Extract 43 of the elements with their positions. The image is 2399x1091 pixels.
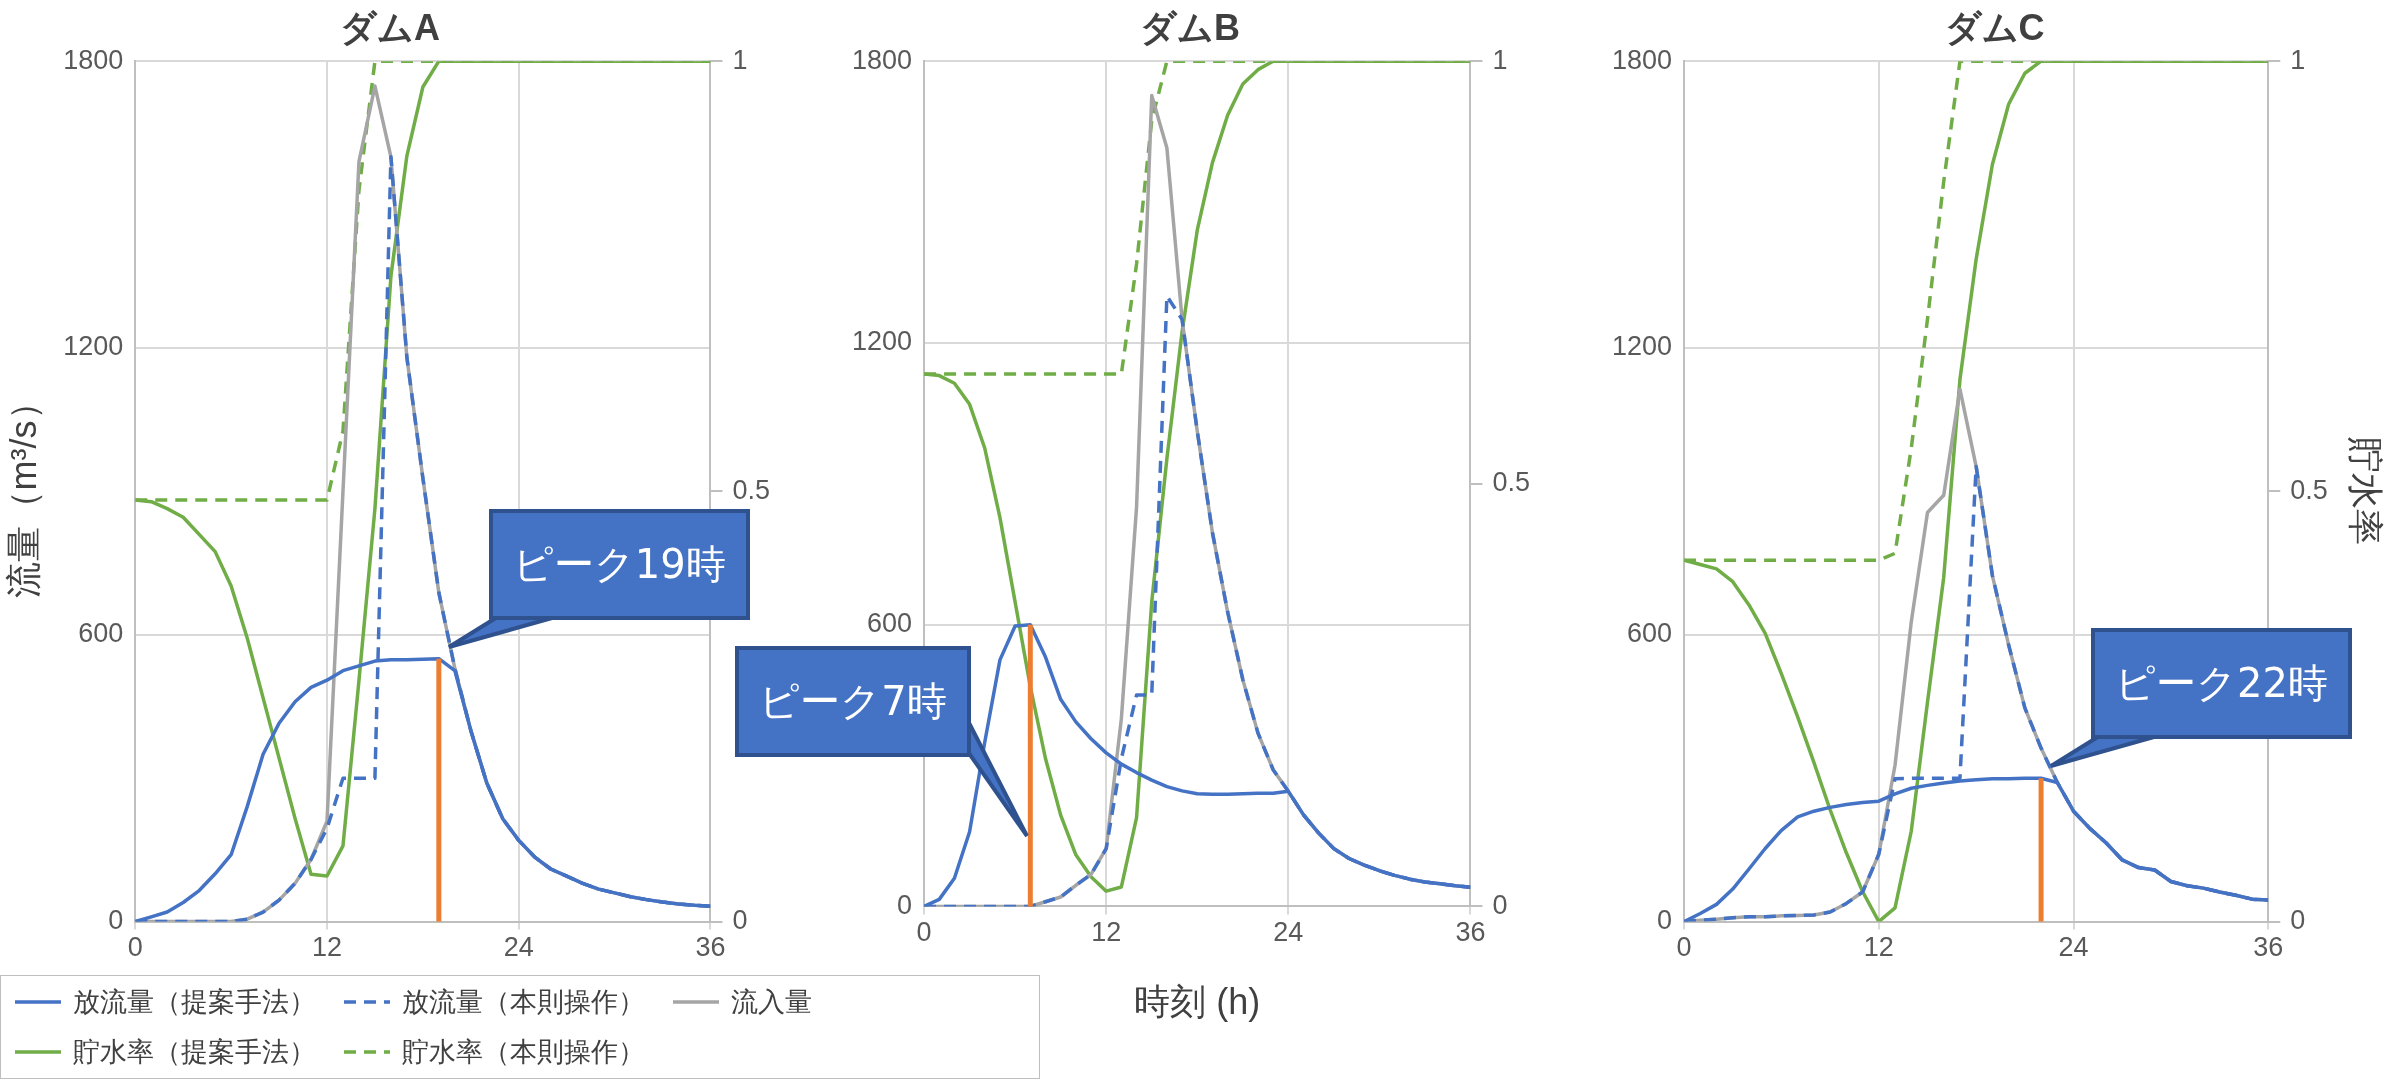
x-tick-label: 0: [1676, 932, 1692, 963]
annotation: ピーク19時: [488, 508, 750, 620]
y-tick-label: 0: [897, 889, 913, 920]
y-tick-label: 600: [78, 618, 124, 649]
y-tick-label: 1800: [851, 44, 913, 75]
y-tick-label: 1800: [1611, 44, 1673, 75]
legend-label: 流入量: [731, 985, 812, 1019]
chart-title: ダムB: [1140, 6, 1240, 48]
y2-tick-label: 0.5: [732, 474, 771, 505]
y2-tick-label: 1: [732, 44, 748, 75]
y2-tick-label: 0.5: [1492, 467, 1531, 498]
x-tick-label: 36: [2253, 932, 2284, 963]
chart-title: ダムC: [1944, 6, 2045, 48]
y-tick-label: 1200: [851, 326, 913, 357]
y-tick-label: 600: [1627, 618, 1673, 649]
annotation: ピーク22時: [2091, 628, 2352, 740]
y2-tick-label: 0: [1492, 889, 1508, 920]
x-tick-label: 12: [311, 932, 343, 963]
annotation: ピーク7時: [735, 645, 971, 757]
x-tick-label: 36: [1455, 917, 1486, 948]
x-tick-label: 0: [127, 932, 143, 963]
y2-tick-label: 0.5: [2290, 474, 2328, 505]
y2-tick-label: 1: [2290, 44, 2306, 75]
x-tick-label: 24: [2058, 932, 2089, 963]
y-tick-label: 1200: [1611, 331, 1673, 362]
x-tick-label: 36: [695, 932, 726, 963]
x-tick-label: 24: [503, 932, 534, 963]
x-tick-label: 12: [1091, 917, 1122, 948]
x-tick-label: 12: [1863, 932, 1894, 963]
x-tick-label: 0: [916, 917, 932, 948]
y-axis-title: 流量（m³/s）: [2, 384, 44, 599]
legend-label: 放流量（提案手法）: [73, 985, 316, 1019]
x-tick-label: 24: [1273, 917, 1304, 948]
x-axis-title: 時刻 (h): [1134, 981, 1261, 1023]
y2-tick-label: 1: [1492, 44, 1508, 75]
y-tick-label: 1800: [63, 44, 124, 75]
y2-axis-title: 貯水率: [2345, 437, 2387, 546]
legend-label: 放流量（本則操作）: [402, 985, 645, 1019]
legend-label: 貯水率（提案手法）: [73, 1035, 316, 1069]
y-tick-label: 1200: [63, 331, 124, 362]
y-tick-label: 600: [867, 608, 913, 639]
legend-label: 貯水率（本則操作）: [402, 1035, 645, 1069]
chart-title: ダムA: [340, 6, 440, 48]
